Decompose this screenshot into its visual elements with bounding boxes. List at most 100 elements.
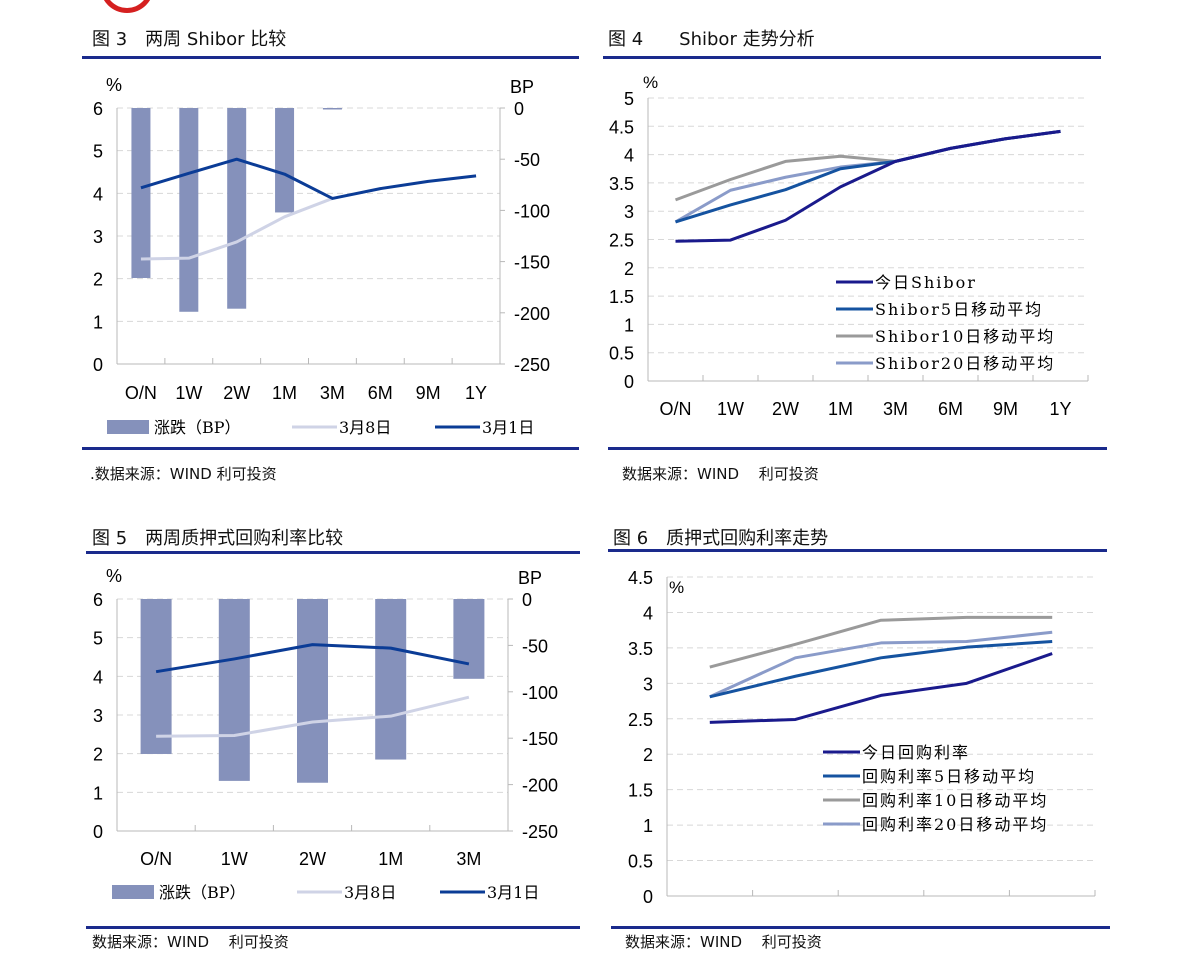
y-tick: 1.5 [609,287,634,307]
y-tick: 0 [624,372,634,392]
y-tick-right: -50 [514,150,540,170]
y-tick-left: 0 [93,355,103,375]
legend-label-ma10: 回购利率10日移动平均 [862,791,1048,810]
fig6-bottom-rule [611,926,1110,929]
y-tick-right: -150 [514,253,550,273]
y-tick-right: -100 [514,201,550,221]
series-line-today [709,652,1053,724]
y-tick-right: -250 [522,822,558,842]
x-tick-label: 2W [299,849,326,869]
y-tick-left: 3 [93,227,103,247]
y-label-left: % [106,75,122,95]
y-tick-left: 1 [93,312,103,332]
y-tick: 3 [643,674,653,694]
bar [375,599,407,760]
bar [218,599,250,781]
x-tick-label: 1Y [465,383,487,403]
bar [275,108,295,213]
legend-label-mar8: 3月8日 [339,418,391,437]
bar [227,108,247,309]
series-line-mar8 [140,197,333,261]
legend-label-mar8: 3月8日 [344,883,396,902]
legend-swatch-bar [107,420,149,434]
legend-label-mar1: 3月1日 [487,883,539,902]
y-tick: 3.5 [609,174,634,194]
legend-label-ma5: 回购利率5日移动平均 [862,767,1036,786]
x-tick-label: 6M [368,383,393,403]
x-tick-label: 9M [416,383,441,403]
fig3-title: 图 3 两周 Shibor 比较 [92,29,287,50]
series-line-ma5 [709,640,1053,699]
y-tick-left: 2 [93,745,103,765]
y-tick: 1 [643,816,653,836]
fig4-source: 数据来源：WIND 利可投资 [622,465,819,483]
x-tick-label: 3M [456,849,481,869]
y-label-right: BP [510,77,534,97]
y-tick: 2.5 [628,710,653,730]
fig5-source: 数据来源：WIND 利可投资 [92,933,289,951]
fig6-title: 图 6 质押式回购利率走势 [613,528,829,549]
fig6-title-rule [608,549,1107,552]
y-tick-left: 1 [93,783,103,803]
x-tick-label: 1W [175,383,202,403]
y-tick-left: 6 [93,99,103,119]
y-tick: 4.5 [628,568,653,588]
y-tick: 4 [624,146,634,166]
y-tick-right: -200 [522,776,558,796]
y-tick-right: -150 [522,729,558,749]
y-tick-right: 0 [522,590,532,610]
y-tick-right: -200 [514,304,550,324]
bar [179,108,199,312]
fig3-source: .数据来源：WIND 利可投资 [90,465,277,483]
y-label: % [643,73,658,92]
y-label: % [669,578,684,597]
y-tick: 1 [624,315,634,335]
legend-label-today: 今日回购利率 [862,743,970,762]
series-line-mar8 [156,695,470,738]
x-tick-label: 1W [221,849,248,869]
y-tick: 2 [624,259,634,279]
legend-label-mar1: 3月1日 [482,418,534,437]
y-tick-left: 6 [93,590,103,610]
bar [131,108,151,278]
y-tick-left: 5 [93,142,103,162]
x-tick-label: 9M [993,399,1018,419]
y-tick-left: 0 [93,822,103,842]
y-tick-right: -50 [522,636,548,656]
y-tick-right: -100 [522,683,558,703]
fig6-source: 数据来源：WIND 利可投资 [625,933,822,951]
fig3-bottom-rule [82,447,579,450]
y-tick-left: 5 [93,629,103,649]
y-tick: 0 [643,887,653,907]
y-tick: 4 [643,603,653,623]
y-tick: 3.5 [628,639,653,659]
y-label-right: BP [518,568,542,588]
legend-label-ma20: 回购利率20日移动平均 [862,815,1048,834]
y-tick: 5 [624,89,634,109]
x-tick-label: 2W [223,383,250,403]
y-tick-left: 4 [93,667,103,687]
legend-label-ma5: Shibor5日移动平均 [875,300,1043,319]
y-tick: 2.5 [609,231,634,251]
bar [453,599,485,679]
y-tick: 4.5 [609,117,634,137]
series-line-ma20 [709,630,1053,699]
bar [297,599,328,783]
fig5-bottom-rule [86,926,580,929]
legend-label-today: 今日Shibor [875,273,977,292]
series-line-today [675,129,1061,243]
x-tick-label: O/N [659,399,691,419]
x-tick-label: 3M [320,383,345,403]
x-tick-label: 1M [378,849,403,869]
bar [322,108,342,110]
legend-label-bar: 涨跌（BP） [154,418,241,437]
y-tick: 0.5 [609,344,634,364]
y-tick: 0.5 [628,852,653,872]
series-line-ma10 [709,615,1053,669]
fig5-title: 图 5 两周质押式回购利率比较 [92,528,344,549]
y-tick-left: 2 [93,270,103,290]
fig4-bottom-rule [608,447,1107,450]
legend-swatch-bar [112,885,154,899]
